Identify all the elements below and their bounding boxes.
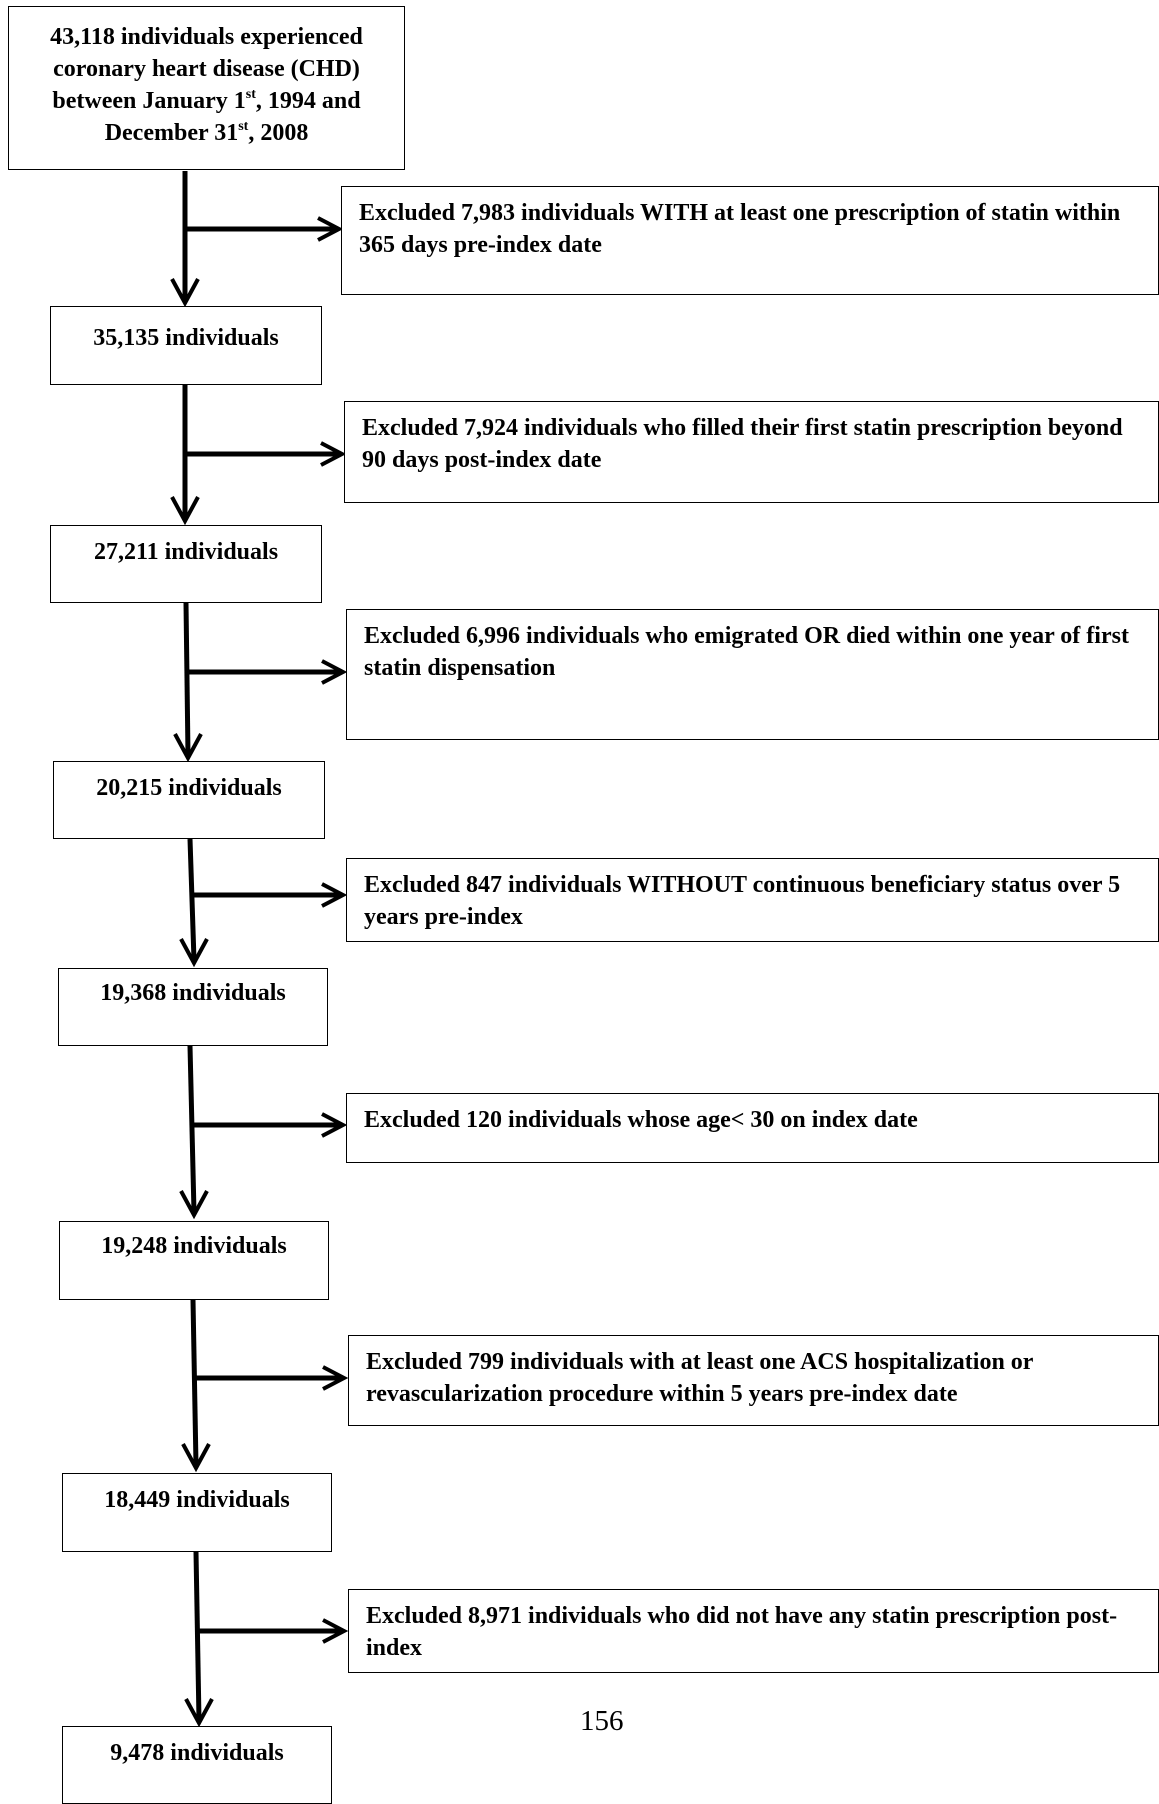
count-text-7: 9,478 individuals <box>110 1740 284 1766</box>
down-arrow-7 <box>184 1551 214 1728</box>
down-arrow-4 <box>179 838 209 968</box>
exclusion-box-1: Excluded 7,983 individuals WITH at least… <box>341 186 1159 295</box>
down-arrow-5 <box>179 1045 209 1220</box>
exclusion-arrow-6 <box>195 1365 349 1391</box>
down-arrow-3 <box>173 602 203 763</box>
exclusion-arrow-7 <box>198 1618 349 1644</box>
count-text-4: 19,368 individuals <box>100 980 286 1006</box>
exclusion-arrow-2 <box>187 441 347 467</box>
exclusion-text-3: Excluded 6,996 individuals who emigrated… <box>364 623 1129 681</box>
exclusion-box-3: Excluded 6,996 individuals who emigrated… <box>346 609 1159 740</box>
count-box-1: 35,135 individuals <box>50 306 322 385</box>
page-number: 156 <box>580 1705 624 1737</box>
count-box-6: 18,449 individuals <box>62 1473 332 1552</box>
start-line-2: coronary heart disease (CHD) <box>53 56 360 82</box>
count-box-7: 9,478 individuals <box>62 1726 332 1804</box>
exclusion-box-6: Excluded 799 individuals with at least o… <box>348 1335 1159 1426</box>
start-line-1: 43,118 individuals experienced <box>50 24 363 50</box>
down-arrow-6 <box>181 1299 211 1473</box>
exclusion-box-5: Excluded 120 individuals whose age< 30 o… <box>346 1093 1159 1163</box>
count-box-4: 19,368 individuals <box>58 968 328 1046</box>
count-text-2: 27,211 individuals <box>93 539 279 565</box>
exclusion-arrow-1 <box>187 216 344 242</box>
exclusion-text-5: Excluded 120 individuals whose age< 30 o… <box>364 1107 918 1133</box>
exclusion-text-1: Excluded 7,983 individuals WITH at least… <box>359 200 1121 258</box>
down-arrow-2 <box>170 385 200 526</box>
count-text-1: 35,135 individuals <box>93 325 279 351</box>
exclusion-arrow-3 <box>188 659 348 685</box>
exclusion-box-4: Excluded 847 individuals WITHOUT continu… <box>346 858 1159 942</box>
start-line-3: between January 1st, 1994 and <box>52 87 361 115</box>
count-text-6: 18,449 individuals <box>104 1487 290 1513</box>
exclusion-box-7: Excluded 8,971 individuals who did not h… <box>348 1589 1159 1673</box>
start-box: 43,118 individuals experienced coronary … <box>8 6 405 170</box>
count-box-3: 20,215 individuals <box>53 761 325 839</box>
exclusion-text-6: Excluded 799 individuals with at least o… <box>366 1349 1034 1407</box>
exclusion-arrow-5 <box>193 1112 348 1138</box>
exclusion-text-4: Excluded 847 individuals WITHOUT continu… <box>364 872 1121 930</box>
start-line-4: December 31st, 2008 <box>104 119 309 147</box>
down-arrow-1 <box>170 171 200 308</box>
count-box-5: 19,248 individuals <box>59 1221 329 1300</box>
exclusion-arrow-4 <box>193 882 348 908</box>
exclusion-text-2: Excluded 7,924 individuals who filled th… <box>362 415 1123 473</box>
count-text-5: 19,248 individuals <box>101 1233 287 1259</box>
exclusion-text-7: Excluded 8,971 individuals who did not h… <box>366 1603 1118 1661</box>
count-text-3: 20,215 individuals <box>96 775 282 801</box>
exclusion-box-2: Excluded 7,924 individuals who filled th… <box>344 401 1159 503</box>
count-box-2: 27,211 individuals <box>50 525 322 603</box>
